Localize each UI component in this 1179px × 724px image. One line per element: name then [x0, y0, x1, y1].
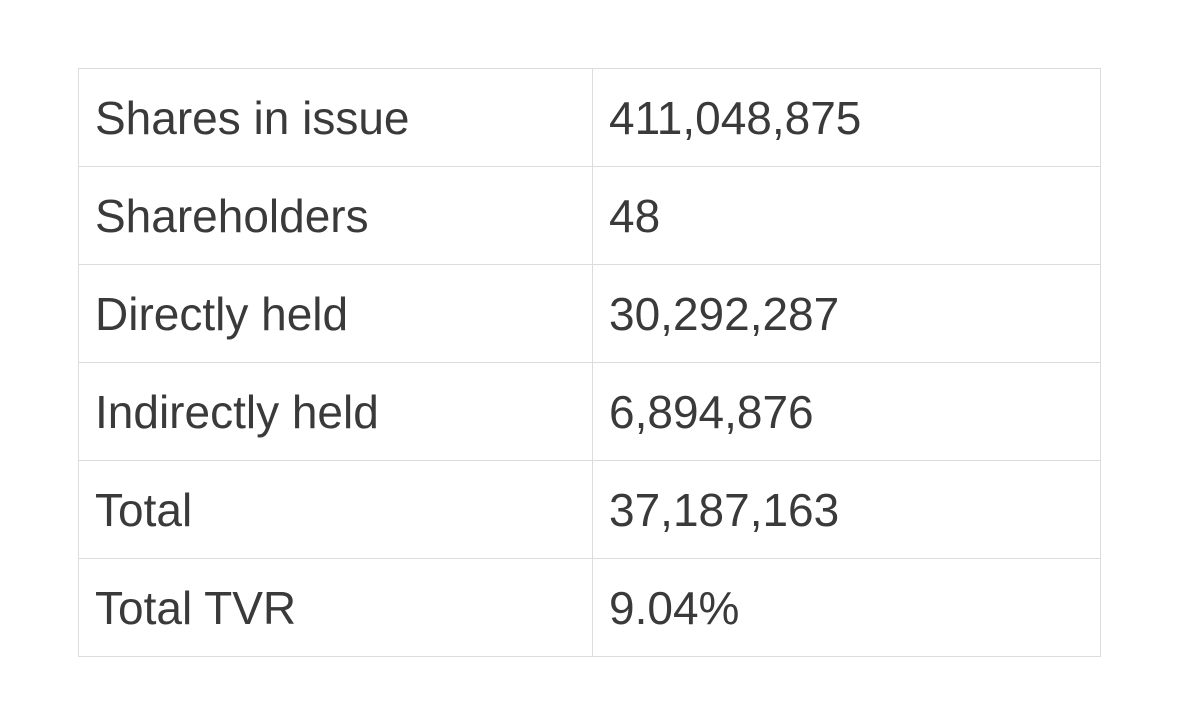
row-label: Indirectly held — [78, 362, 593, 461]
row-value: 411,048,875 — [592, 68, 1101, 167]
row-value: 48 — [592, 166, 1101, 265]
table-row: Directly held 30,292,287 — [78, 264, 1101, 363]
table-row: Shares in issue 411,048,875 — [78, 68, 1101, 167]
data-table: Shares in issue 411,048,875 Shareholders 48… — [78, 68, 1101, 657]
table-row: Indirectly held 6,894,876 — [78, 362, 1101, 461]
row-label: Directly held — [78, 264, 593, 363]
table-row: Shareholders 48 — [78, 166, 1101, 265]
table-row: Total TVR 9.04% — [78, 558, 1101, 657]
row-value: 6,894,876 — [592, 362, 1101, 461]
table-row: Total 37,187,163 — [78, 460, 1101, 559]
row-value: 37,187,163 — [592, 460, 1101, 559]
row-label: Total TVR — [78, 558, 593, 657]
row-label: Total — [78, 460, 593, 559]
row-label: Shares in issue — [78, 68, 593, 167]
row-label: Shareholders — [78, 166, 593, 265]
row-value: 30,292,287 — [592, 264, 1101, 363]
row-value: 9.04% — [592, 558, 1101, 657]
table-body: Shares in issue 411,048,875 Shareholders 48… — [78, 68, 1101, 657]
